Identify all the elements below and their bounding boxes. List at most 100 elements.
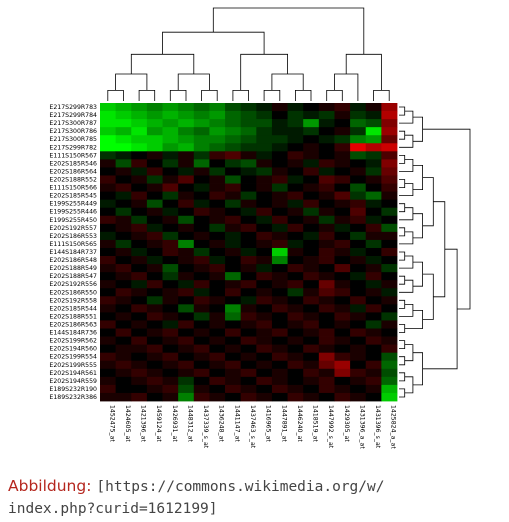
heatmap-cell bbox=[303, 151, 320, 160]
heatmap-cell bbox=[178, 191, 195, 201]
row-label: E202S186R563 bbox=[49, 321, 97, 328]
heatmap-cell bbox=[318, 167, 335, 176]
heatmap-cell bbox=[193, 183, 210, 192]
heatmap-cell bbox=[193, 215, 210, 225]
heatmap-cell bbox=[350, 360, 367, 370]
heatmap-cell bbox=[209, 296, 226, 305]
heatmap-cell bbox=[271, 215, 288, 225]
heatmap-cell bbox=[240, 223, 257, 233]
column-label: 1429305_at bbox=[343, 405, 350, 442]
heatmap-cell bbox=[209, 127, 226, 136]
heatmap-cell bbox=[146, 304, 163, 313]
heatmap-cell bbox=[162, 376, 179, 386]
heatmap-cell bbox=[365, 304, 382, 313]
heatmap-cell bbox=[209, 191, 226, 201]
heatmap-cell bbox=[240, 344, 257, 354]
heatmap-cell bbox=[350, 231, 367, 241]
caption-source-link[interactable]: [https://commons.wikimedia.org/w/ bbox=[96, 479, 385, 495]
heatmap-cell bbox=[365, 344, 382, 354]
heatmap-cell bbox=[209, 272, 226, 281]
heatmap-cell bbox=[178, 111, 195, 120]
heatmap-cell bbox=[209, 320, 226, 329]
heatmap-cell bbox=[146, 199, 163, 209]
heatmap-cell bbox=[334, 191, 351, 201]
heatmap-cell bbox=[381, 239, 398, 249]
heatmap-cell bbox=[225, 247, 242, 257]
heatmap-cell bbox=[193, 111, 210, 120]
heatmap-cell bbox=[318, 127, 335, 136]
heatmap-cell bbox=[146, 175, 163, 184]
row-label: E202S188R551 bbox=[49, 313, 97, 320]
heatmap-cell bbox=[146, 191, 163, 201]
heatmap-cell bbox=[303, 280, 320, 289]
caption-source-link-cont[interactable]: index.php?curid=1612199] bbox=[8, 501, 218, 517]
heatmap-cell bbox=[115, 312, 132, 321]
heatmap-cell bbox=[146, 352, 163, 362]
heatmap-cell bbox=[271, 135, 288, 144]
heatmap-cell bbox=[334, 119, 351, 128]
heatmap-cell bbox=[240, 360, 257, 370]
heatmap-cell bbox=[209, 215, 226, 225]
heatmap-cell bbox=[178, 312, 195, 321]
heatmap-cell bbox=[350, 352, 367, 362]
heatmap-cell bbox=[225, 207, 242, 217]
heatmap-cell bbox=[271, 191, 288, 201]
heatmap-cell bbox=[256, 288, 273, 297]
heatmap-cell bbox=[334, 264, 351, 273]
heatmap-cell bbox=[162, 167, 179, 176]
heatmap-cell bbox=[318, 272, 335, 281]
heatmap-cell bbox=[350, 304, 367, 313]
heatmap-cell bbox=[256, 159, 273, 168]
heatmap-cell bbox=[146, 280, 163, 289]
heatmap-cell bbox=[146, 127, 163, 136]
heatmap-cell bbox=[209, 312, 226, 321]
heatmap-cell bbox=[209, 264, 226, 273]
heatmap-cell bbox=[115, 247, 132, 257]
heatmap-cell bbox=[271, 376, 288, 386]
heatmap-cell bbox=[115, 223, 132, 233]
heatmap-cell bbox=[365, 360, 382, 370]
heatmap-cell bbox=[350, 103, 367, 112]
column-label: 1436248_at bbox=[218, 405, 225, 442]
heatmap-cell bbox=[334, 175, 351, 184]
heatmap-cell bbox=[365, 199, 382, 209]
heatmap-cell bbox=[100, 175, 117, 184]
heatmap-cell bbox=[256, 119, 273, 128]
heatmap-cell bbox=[240, 352, 257, 362]
heatmap-cell bbox=[256, 344, 273, 354]
heatmap-cell bbox=[271, 167, 288, 176]
heatmap-cell bbox=[303, 264, 320, 273]
heatmap-cell bbox=[209, 360, 226, 370]
heatmap-cell bbox=[287, 135, 304, 144]
heatmap-cell bbox=[350, 344, 367, 354]
heatmap-cell bbox=[115, 352, 132, 362]
heatmap-cell bbox=[381, 392, 398, 402]
heatmap-cell bbox=[334, 344, 351, 354]
heatmap-cell bbox=[256, 143, 273, 152]
heatmap-cell bbox=[225, 103, 242, 112]
heatmap-cell bbox=[350, 151, 367, 160]
column-dendrogram-branch bbox=[162, 31, 265, 55]
heatmap-cell bbox=[146, 376, 163, 386]
heatmap-cell bbox=[100, 288, 117, 297]
heatmap-cell bbox=[178, 328, 195, 337]
heatmap-cell bbox=[178, 288, 195, 297]
heatmap-cell bbox=[225, 231, 242, 241]
heatmap-cell bbox=[193, 127, 210, 136]
heatmap-cell bbox=[271, 207, 288, 217]
heatmap-cell bbox=[178, 135, 195, 144]
column-label: 1426931_at bbox=[171, 405, 178, 442]
heatmap-cell bbox=[365, 135, 382, 144]
heatmap-cell bbox=[115, 103, 132, 112]
heatmap-cell bbox=[100, 223, 117, 233]
heatmap-cell bbox=[162, 328, 179, 337]
column-label: 1437339_s_at bbox=[202, 405, 209, 449]
heatmap-cell bbox=[146, 223, 163, 233]
heatmap-cell bbox=[193, 384, 210, 394]
heatmap-cell bbox=[209, 376, 226, 386]
heatmap-cell bbox=[334, 127, 351, 136]
heatmap-cell bbox=[240, 111, 257, 120]
heatmap-cell bbox=[318, 239, 335, 249]
heatmap-cell bbox=[256, 320, 273, 329]
heatmap-cell bbox=[115, 239, 132, 249]
